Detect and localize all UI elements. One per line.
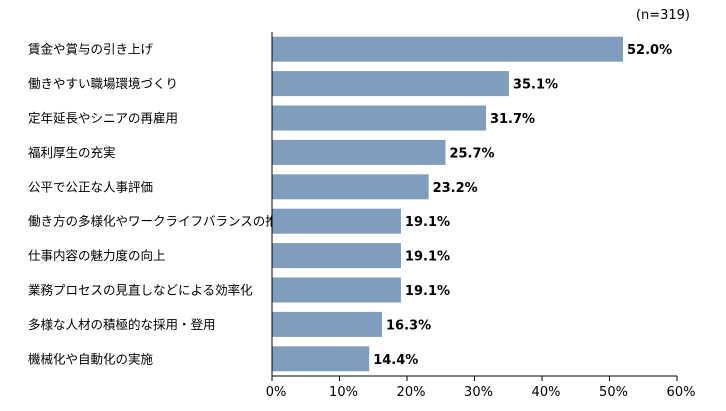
tick-label: 50% [599,385,628,400]
value-label: 25.7% [449,146,494,161]
bar [272,277,401,303]
tick-label: 30% [464,385,493,400]
bar [272,346,370,372]
sample-size-note: (n=319) [636,8,690,23]
category-label: 仕事内容の魅力度の向上 [28,248,166,263]
category-label: 働きやすい職場環境づくり [28,76,178,91]
bars [272,36,623,372]
value-label: 52.0% [627,43,672,58]
value-label: 19.1% [405,215,450,230]
category-label: 定年延長やシニアの再雇用 [28,111,178,126]
category-label: 機械化や自動化の実施 [28,351,154,366]
value-label: 23.2% [433,181,478,196]
bar [272,71,509,97]
x-axis-ticks: 0% 10% 20% 30% 40% 50% 60% [266,376,696,400]
value-labels: 52.0% 35.1% 31.7% 25.7% 23.2% 19.1% 19.1% 19.1%… [373,43,672,368]
value-label: 31.7% [490,112,535,127]
category-label: 賃金や賞与の引き上げ [28,42,154,57]
value-label: 16.3% [386,318,431,333]
category-labels: 賃金や賞与の引き上げ働きやすい職場環境づくり定年延長やシニアの再雇用福利厚生の充… [28,42,291,367]
bar [272,105,486,131]
bar [272,174,429,200]
tick-label: 10% [329,385,358,400]
tick-label: 20% [397,385,426,400]
category-label: 業務プロセスの見直しなどによる効率化 [28,283,253,298]
value-label: 14.4% [373,353,418,368]
value-label: 19.1% [405,284,450,299]
category-label: 公平で公正な人事評価 [28,179,153,194]
tick-label: 40% [532,385,561,400]
bar [272,311,383,337]
category-label: 多様な人材の積極的な採用・登用 [28,317,216,332]
bar [272,208,401,234]
category-label: 働き方の多様化やワークライフバランスの推進 [28,214,291,229]
tick-label: 0% [266,385,287,400]
category-label: 福利厚生の充実 [28,145,116,160]
value-label: 19.1% [405,250,450,265]
bar [272,243,401,269]
tick-label: 60% [667,385,696,400]
bar [272,36,623,62]
bar [272,139,446,165]
value-label: 35.1% [513,78,558,93]
